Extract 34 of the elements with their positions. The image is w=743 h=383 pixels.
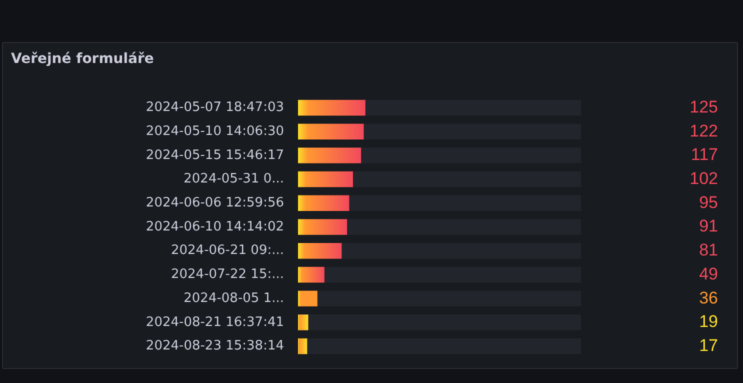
bar [298, 171, 353, 188]
y-tick-label: 2024-08-05 1... [184, 290, 284, 306]
bar [298, 100, 366, 116]
bar [298, 148, 362, 164]
data-label: 125 [690, 97, 718, 116]
bar [298, 219, 348, 235]
y-tick-label: 2024-08-21 16:37:41 [146, 314, 284, 330]
bar [298, 338, 308, 354]
data-label: 117 [690, 145, 718, 164]
y-tick-label: 2024-05-10 14:06:30 [146, 124, 284, 139]
y-tick-label: 2024-06-06 12:59:56 [146, 196, 284, 211]
y-tick-label: 2024-08-23 15:38:14 [146, 338, 284, 354]
data-label: 81 [699, 240, 718, 260]
data-label: 49 [699, 264, 718, 284]
data-label: 91 [699, 216, 718, 236]
bar [298, 290, 318, 306]
data-label: 36 [699, 288, 718, 308]
y-tick-label: 2024-06-21 09:... [170, 243, 284, 258]
text: Veřejné formuláře [11, 51, 154, 67]
data-label: 95 [699, 192, 718, 212]
bar [298, 266, 324, 283]
data-label: 102 [690, 168, 718, 188]
bar [298, 124, 364, 140]
y-tick-label: 2024-05-07 18:47:03 [146, 100, 284, 116]
bar [298, 242, 342, 259]
data-label: 122 [690, 121, 718, 140]
y-tick-label: 2024-06-10 14:14:02 [146, 219, 284, 234]
bar [298, 195, 350, 212]
y-tick-label: 2024-05-15 15:46:17 [146, 148, 284, 163]
data-label: 17 [699, 336, 718, 355]
y-tick-label: 2024-05-31 0... [184, 172, 284, 187]
bar [298, 314, 308, 330]
y-tick-label: 2024-07-22 15:... [170, 267, 284, 282]
data-label: 19 [699, 312, 718, 332]
